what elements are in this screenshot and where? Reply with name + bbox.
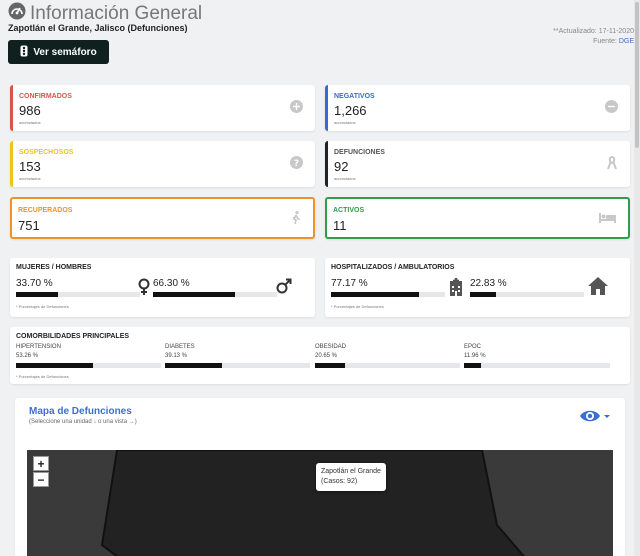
source-link[interactable]: DGE — [618, 38, 634, 45]
stat-card-activos: ACTIVOS 11 — [325, 197, 630, 239]
zoom-out-button[interactable]: − — [33, 472, 49, 487]
stat-value: 11 — [333, 218, 347, 233]
svg-text:?: ? — [294, 159, 299, 169]
bed-icon — [599, 211, 616, 229]
comorbidity-percentage: 39.13 % — [165, 353, 188, 359]
ambulatory-percentage: 22.83 % — [470, 278, 507, 289]
comorbidity-bar — [165, 363, 310, 368]
view-semaforo-label: Ver semáforo — [33, 46, 97, 58]
municipality-polygon[interactable] — [100, 450, 527, 556]
hospitalized-card: HOSPITALIZADOS / AMBULATORIOS 77.17 % 22… — [325, 258, 630, 317]
speedometer-icon — [8, 2, 26, 25]
stat-value: 986 — [19, 103, 41, 118]
updated-date: **Actualizado: 17-11-2020 — [553, 28, 634, 35]
women-bar — [16, 292, 140, 297]
ribbon-icon — [606, 155, 618, 175]
male-icon — [276, 278, 292, 299]
comorbidities-title: COMORBILIDADES PRINCIPALES — [16, 333, 130, 340]
page-header: Información General — [8, 2, 202, 25]
comorbidity-bar-fill — [464, 363, 482, 368]
ambulatory-bar — [470, 292, 584, 297]
minus-circle-icon — [605, 100, 618, 118]
comorbidity-label: DIABETES — [165, 344, 195, 350]
women-percentage: 33.70 % — [16, 278, 53, 289]
men-bar — [153, 292, 277, 297]
map-tooltip: Zapotlán el Grande (Casos: 92) — [316, 463, 386, 491]
house-icon — [587, 276, 609, 301]
comorbidities-note: * Porcentajes de Defunciones — [16, 374, 69, 379]
stat-label: NEGATIVOS — [334, 93, 375, 100]
stat-card-recuperados: RECUPERADOS 751 — [10, 197, 315, 239]
hospitalized-bar-fill — [331, 292, 419, 297]
source-label: Fuente: — [593, 38, 617, 45]
hospitalized-percentage: 77.17 % — [331, 278, 368, 289]
stat-sub: acumulados — [19, 120, 41, 125]
stat-card-negativos: NEGATIVOS 1,266 acumulados — [325, 85, 630, 131]
update-info: **Actualizado: 17-11-2020 Fuente: DGE — [553, 27, 634, 47]
stat-value: 92 — [334, 159, 349, 174]
gender-note: * Porcentajes de Defunciones — [16, 304, 69, 309]
stat-card-confirmados: CONFIRMADOS 986 acumulados — [10, 85, 315, 131]
walking-icon — [291, 211, 301, 230]
ambulatory-bar-fill — [470, 292, 497, 297]
traffic-light-icon — [20, 45, 28, 60]
men-bar-fill — [153, 292, 236, 297]
comorbidity-bar — [315, 363, 460, 368]
municipality-map[interactable] — [27, 450, 613, 556]
location-label: Zapotlán el Grande, Jalisco (Defunciones… — [8, 23, 188, 33]
comorbidity-bar — [16, 363, 161, 368]
comorbidity-percentage: 11.96 % — [464, 353, 486, 359]
comorbidity-bar-fill — [315, 363, 345, 368]
gender-title: MUJERES / HOMBRES — [16, 264, 92, 271]
hospitalized-note: * Porcentajes de Defunciones — [331, 304, 384, 309]
men-percentage: 66.30 % — [153, 278, 190, 289]
stat-value: 751 — [18, 218, 40, 233]
tooltip-cases: (Casos: 92) — [321, 478, 358, 485]
comorbidity-label: OBESIDAD — [315, 344, 347, 350]
stat-label: ACTIVOS — [333, 207, 365, 214]
page-scrollbar[interactable] — [634, 0, 640, 556]
comorbidity-label: EPOC — [464, 344, 482, 350]
female-icon — [138, 278, 150, 301]
map-title: Mapa de Defunciones — [29, 406, 132, 417]
hospitalized-bar — [331, 292, 445, 297]
map-card: Mapa de Defunciones (Seleccione una unid… — [15, 398, 625, 556]
page-title: Información General — [30, 2, 203, 24]
comorbidity-bar-fill — [165, 363, 222, 368]
stat-value: 153 — [19, 159, 41, 174]
question-circle-icon: ? — [290, 156, 303, 174]
eye-dropdown-icon[interactable] — [579, 408, 611, 429]
women-bar-fill — [16, 292, 58, 297]
hospitalized-title: HOSPITALIZADOS / AMBULATORIOS — [331, 264, 455, 271]
stat-label: RECUPERADOS — [18, 207, 73, 214]
comorbidity-label: HIPERTENSION — [16, 344, 61, 350]
plus-circle-icon — [290, 100, 303, 118]
stat-sub: acumulados — [334, 176, 356, 181]
stat-sub: acumulados — [334, 120, 356, 125]
gender-card: MUJERES / HOMBRES 33.70 % 66.30 % * Porc… — [10, 258, 315, 317]
stat-sub: acumulados — [19, 176, 41, 181]
comorbidity-bar-fill — [16, 363, 94, 368]
comorbidity-percentage: 53.26 % — [16, 353, 39, 359]
stat-label: SOSPECHOSOS — [19, 149, 74, 156]
comorbidities-card: COMORBILIDADES PRINCIPALES HIPERTENSION … — [10, 327, 630, 384]
stat-card-defunciones: DEFUNCIONES 92 acumulados — [325, 141, 630, 187]
hospital-icon — [448, 278, 464, 301]
comorbidity-percentage: 20.65 % — [315, 353, 338, 359]
stat-label: CONFIRMADOS — [19, 93, 72, 100]
tooltip-name: Zapotlán el Grande — [321, 468, 381, 475]
stat-value: 1,266 — [334, 103, 367, 118]
map-subtitle: (Seleccione una unidad ↓ o una vista →) — [29, 419, 137, 425]
scrollbar-thumb[interactable] — [635, 2, 639, 148]
zoom-in-button[interactable]: + — [33, 456, 49, 471]
stat-card-sospechosos: SOSPECHOSOS 153 acumulados ? — [10, 141, 315, 187]
comorbidity-bar — [464, 363, 610, 368]
view-semaforo-button[interactable]: Ver semáforo — [8, 40, 109, 64]
stat-label: DEFUNCIONES — [334, 149, 385, 156]
map-canvas[interactable]: + − Zapotlán el Grande (Casos: 92) — [27, 450, 613, 556]
